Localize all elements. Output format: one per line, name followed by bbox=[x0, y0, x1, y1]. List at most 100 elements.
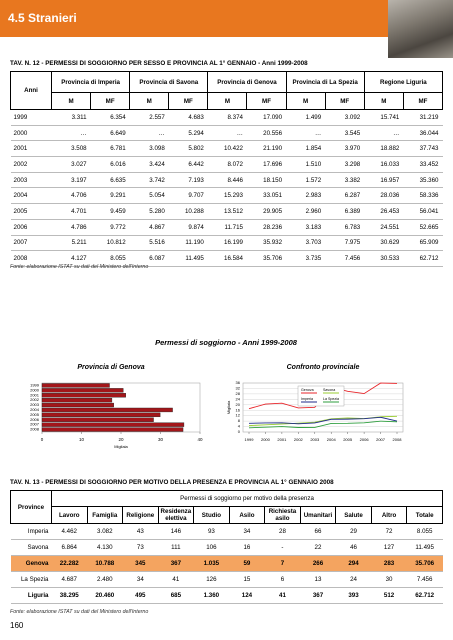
group-header: Provincia di Imperia bbox=[50, 71, 131, 93]
table-cell: 124 bbox=[229, 587, 265, 604]
table-cell: 35.706 bbox=[246, 250, 287, 267]
table-cell: - bbox=[264, 539, 301, 556]
table-cell: 5.211 bbox=[51, 235, 91, 252]
header-photo bbox=[388, 0, 453, 58]
table-cell: 7.193 bbox=[168, 172, 208, 189]
source-note: Fonte: elaborazione ISTAT su dati del Mi… bbox=[10, 264, 149, 270]
table-cell: 24.551 bbox=[364, 219, 404, 236]
table-cell: 9.459 bbox=[90, 203, 130, 220]
table-cell: 146 bbox=[158, 523, 194, 540]
table-cell: 11.715 bbox=[207, 219, 247, 236]
table-cell: 345 bbox=[122, 555, 159, 572]
row-label: 2008 bbox=[10, 250, 52, 267]
table: Province Permessi di soggiorno per motivo… bbox=[10, 490, 443, 604]
table-cell: … bbox=[286, 125, 326, 142]
bar bbox=[41, 397, 113, 403]
y-tick-label: 2007 bbox=[30, 422, 40, 427]
column-header: Asilo bbox=[228, 506, 266, 524]
x-tick-label: 2000 bbox=[261, 437, 271, 442]
table-cell: 36.044 bbox=[403, 125, 443, 142]
legend-label: La Spezia bbox=[323, 397, 339, 401]
table-cell: 17.090 bbox=[246, 109, 287, 126]
bar bbox=[41, 422, 185, 427]
table-cell: 6.783 bbox=[325, 219, 365, 236]
column-header: Totale bbox=[406, 506, 443, 524]
group-header: Provincia di Savona bbox=[129, 71, 209, 93]
table-cell: 2.983 bbox=[286, 187, 326, 205]
table-row: 2001 3.508 6.781 3.098 5.802 10.422 21.190 1.85… bbox=[10, 140, 443, 158]
table-cell: 2.557 bbox=[129, 109, 169, 126]
table-row: 2004 4.706 9.291 5.054 9.707 15.293 33.051 2.98… bbox=[10, 187, 443, 205]
table-cell: 10.788 bbox=[87, 555, 123, 572]
x-tick-label: 20 bbox=[118, 437, 124, 442]
row-label: 2002 bbox=[10, 156, 52, 173]
table-cell: 1.572 bbox=[286, 172, 326, 189]
column-header: M bbox=[207, 92, 248, 110]
table-cell: 1.499 bbox=[286, 109, 326, 126]
table-cell: 10.812 bbox=[90, 235, 130, 252]
table-cell: 33.051 bbox=[246, 187, 287, 205]
y-tick-label: 2001 bbox=[30, 392, 40, 397]
bar bbox=[41, 388, 124, 393]
row-label: Savona bbox=[10, 539, 52, 556]
table-cell: 28.236 bbox=[246, 219, 287, 236]
table-row: La Spezia 4.687 2.480 34 41 126 15 6 13 24 30 7.456 bbox=[10, 571, 443, 588]
row-label: Liguria bbox=[10, 587, 52, 604]
table-cell: 43 bbox=[122, 523, 159, 540]
table-cell: 3.508 bbox=[51, 140, 91, 158]
table-cell: 8.055 bbox=[406, 523, 443, 540]
table-cell: 6.442 bbox=[168, 156, 208, 173]
row-header: Province bbox=[10, 490, 52, 524]
table-row: Genova 22.282 10.788 345 367 1.035 59 7 266 294 28… bbox=[10, 555, 443, 572]
table-cell: 20.556 bbox=[246, 125, 287, 142]
table-cell: 22 bbox=[300, 539, 336, 556]
y-tick-label: 16 bbox=[236, 407, 241, 412]
column-header: Richiesta asilo bbox=[264, 506, 301, 524]
table-cell: … bbox=[51, 125, 91, 142]
table-cell: 1.360 bbox=[193, 587, 230, 604]
table-cell: 1.854 bbox=[286, 140, 326, 158]
table-cell: 266 bbox=[300, 555, 336, 572]
table-cell: 34 bbox=[229, 523, 265, 540]
column-header: M bbox=[285, 92, 326, 110]
table-cell: 35.706 bbox=[406, 555, 443, 572]
table-cell: 22.282 bbox=[51, 555, 88, 572]
table-title: TAV. N. 13 - PERMESSI DI SOGGIORNO PER M… bbox=[10, 479, 334, 486]
table-cell: 35.932 bbox=[246, 235, 287, 252]
table-cell: 5.054 bbox=[129, 187, 169, 205]
row-label: 2005 bbox=[10, 203, 52, 220]
table-cell: 283 bbox=[371, 555, 407, 572]
x-tick-label: 1999 bbox=[245, 437, 255, 442]
table-cell: 294 bbox=[335, 555, 372, 572]
table-cell: 9.707 bbox=[168, 187, 208, 205]
y-tick-label: 2003 bbox=[30, 402, 40, 407]
table-cell: 4.687 bbox=[51, 571, 88, 588]
table-cell: 5.802 bbox=[168, 140, 208, 158]
table-cell: 3.311 bbox=[51, 109, 91, 126]
table-cell: 3.183 bbox=[286, 219, 326, 236]
table-cell: 13 bbox=[300, 571, 336, 588]
row-label: 2001 bbox=[10, 140, 52, 158]
table-cell: 4.867 bbox=[129, 219, 169, 236]
table-cell: 7.456 bbox=[325, 250, 365, 267]
x-tick-label: 2003 bbox=[310, 437, 320, 442]
table-cell: 10.422 bbox=[207, 140, 247, 158]
table-cell: 16.199 bbox=[207, 235, 247, 252]
table-row: 2006 4.786 9.772 4.867 9.874 11.715 28.236 3.18… bbox=[10, 219, 443, 236]
table-cell: 41 bbox=[158, 571, 194, 588]
table-cell: 5.294 bbox=[168, 125, 208, 142]
table-cell: 106 bbox=[193, 539, 230, 556]
x-tick-label: 30 bbox=[158, 437, 164, 442]
header-row: M MF M MF M MF M MF M MF bbox=[11, 92, 444, 110]
table-cell: … bbox=[129, 125, 169, 142]
table-cell: 8.072 bbox=[207, 156, 247, 173]
table-cell: 18.882 bbox=[364, 140, 404, 158]
table-cell: 6.389 bbox=[325, 203, 365, 220]
legend-label: Imperia bbox=[301, 397, 313, 401]
table-cell: 15.293 bbox=[207, 187, 247, 205]
column-header: Studio bbox=[193, 506, 230, 524]
table-cell: 5.280 bbox=[129, 203, 169, 220]
table-cell: 4.127 bbox=[51, 250, 91, 267]
table: Anni Provincia di Imperia Provincia di Sav… bbox=[10, 71, 444, 267]
